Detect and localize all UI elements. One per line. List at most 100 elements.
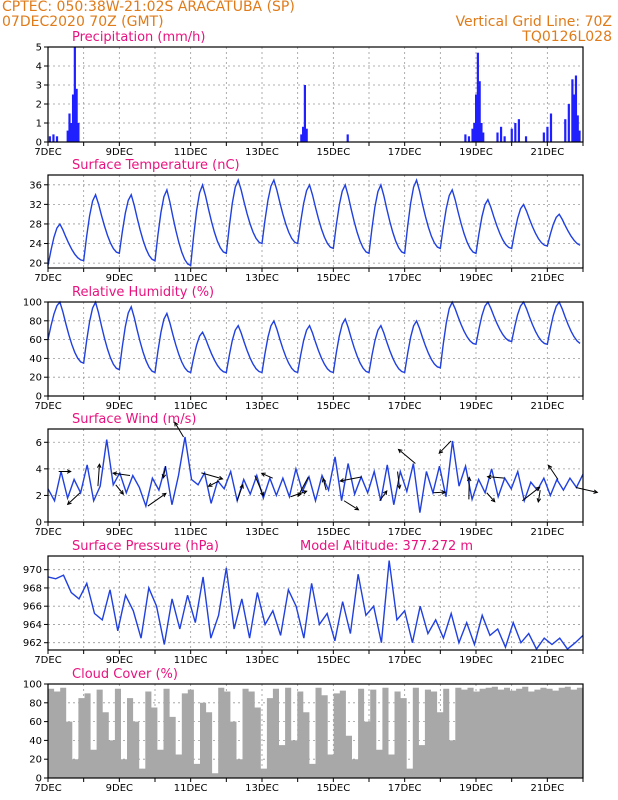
wind-xtick-label: 13DEC — [245, 527, 279, 538]
wind-wind-arrowhead — [354, 506, 360, 511]
wind-wind-arrow — [398, 449, 416, 464]
rh-xtick-label: 15DEC — [316, 401, 350, 412]
precip-xtick-label: 17DEC — [388, 147, 422, 158]
wind-wind-arrow — [254, 475, 264, 496]
precip-bar — [514, 123, 517, 142]
temp-panel: Surface Temperature (nC) 20 24 28 32 36 7DEC 9D… — [29, 158, 584, 284]
precip-xtick-label: 19DEC — [459, 147, 493, 158]
precip-bar — [77, 123, 80, 142]
wind-wind-arrowhead — [536, 498, 542, 504]
precip-bar — [517, 119, 520, 142]
precip-xtick-label: 15DEC — [316, 147, 350, 158]
cloud-panel: Cloud Cover (%) 0 20 40 60 80 100 7DEC 9DEC 11DEC… — [23, 667, 584, 794]
precip-bar — [549, 113, 553, 142]
wind-wind-arrow — [115, 484, 124, 495]
precip-bar — [464, 134, 467, 142]
precip-bar — [75, 88, 78, 142]
cloud-frame — [47, 683, 584, 779]
header-run-time: 07DEC2020 70Z (GMT) — [2, 14, 164, 30]
wind-wind-arrowhead — [339, 478, 345, 483]
precip-bar — [302, 126, 305, 142]
cloud-xtick-label: 21DEC — [530, 783, 564, 794]
rh-xtick-label: 7DEC — [34, 401, 61, 412]
wind-wind-arrowhead — [438, 449, 444, 454]
wind-wind-arrowhead — [66, 500, 72, 506]
precip-bar — [71, 94, 75, 142]
temp-ytick-label: 28 — [29, 219, 42, 230]
wind-wind-arrow — [236, 484, 244, 501]
wind-wind-arrowhead — [486, 474, 492, 480]
rh-ytick-label: 0 — [36, 392, 42, 403]
wind-wind-arrowhead — [161, 492, 167, 498]
cloud-xtick-label: 19DEC — [459, 783, 493, 794]
precip-bar — [503, 136, 506, 142]
wind-wind-arrowhead — [207, 482, 213, 487]
rh-title: Relative Humidity (%) — [72, 285, 214, 300]
precip-bar — [303, 85, 306, 142]
rh-series-line — [47, 300, 581, 374]
wind-wind-arrowhead — [260, 491, 265, 497]
wind-wind-arrow — [397, 471, 401, 489]
precip-bar — [70, 123, 73, 142]
wind-series-line — [47, 436, 584, 513]
precip-ytick-label: 1 — [36, 119, 42, 130]
precip-bar — [578, 130, 581, 142]
temp-xtick-label: 15DEC — [316, 273, 350, 284]
precip-bar — [476, 52, 479, 143]
precip-bar — [510, 128, 513, 142]
wind-wind-arrow — [438, 440, 452, 454]
wind-xtick-label: 17DEC — [388, 527, 422, 538]
wind-wind-arrowhead — [535, 486, 541, 492]
wind-wind-arrow — [379, 490, 388, 502]
header-station: CPTEC: 050:38W-21:02S ARACATUBA (SP) — [2, 0, 295, 15]
temp-ytick-label: 36 — [29, 180, 42, 191]
rh-panel: Relative Humidity (%) 0 20 40 60 80 100 7DEC 9DE… — [23, 285, 584, 412]
temp-xtick-label: 13DEC — [245, 273, 279, 284]
wind-wind-arrowhead — [466, 476, 472, 482]
wind-wind-arrowhead — [302, 490, 308, 495]
temp-series-line — [47, 177, 581, 267]
press-ytick-label: 962 — [23, 638, 42, 649]
wind-wind-arrowhead — [321, 477, 327, 483]
wind-xtick-label: 11DEC — [174, 527, 208, 538]
wind-wind-arrow — [113, 472, 131, 476]
wind-wind-arrow — [322, 478, 327, 491]
precip-ytick-label: 2 — [36, 100, 42, 111]
press-title: Surface Pressure (hPa) — [72, 539, 219, 554]
precip-bar — [571, 79, 574, 142]
wind-ytick-label: 0 — [36, 518, 42, 529]
wind-wind-arrow — [487, 476, 505, 479]
cloud-xtick-label: 9DEC — [106, 783, 133, 794]
press-xtick-label: 17DEC — [388, 655, 422, 666]
precip-bar — [68, 113, 71, 142]
press-ytick-label: 964 — [23, 620, 42, 631]
wind-xtick-label: 7DEC — [34, 527, 61, 538]
wind-ytick-label: 2 — [36, 491, 42, 502]
wind-wind-arrow — [537, 490, 541, 503]
press-panel: Surface Pressure (hPa) Model Altitude: 37… — [23, 539, 584, 666]
precip-bar — [573, 94, 576, 142]
rh-ytick-label: 80 — [29, 316, 42, 327]
temp-ytick-label: 24 — [29, 239, 42, 250]
precip-xtick-label: 21DEC — [530, 147, 564, 158]
press-xtick-label: 13DEC — [245, 655, 279, 666]
wind-xtick-label: 19DEC — [459, 527, 493, 538]
rh-ytick-label: 100 — [23, 298, 42, 309]
press-series-line — [47, 560, 584, 651]
wind-wind-arrowhead — [490, 497, 496, 503]
press-xtick-label: 11DEC — [174, 655, 208, 666]
wind-wind-arrow — [548, 465, 559, 480]
precip-xtick-label: 7DEC — [34, 147, 61, 158]
temp-xtick-label: 17DEC — [388, 273, 422, 284]
temp-ytick-label: 32 — [29, 200, 42, 211]
precip-bar — [542, 132, 545, 142]
cloud-title: Cloud Cover (%) — [72, 667, 178, 682]
cloud-ytick-label: 20 — [29, 755, 42, 766]
press-xtick-label: 21DEC — [530, 655, 564, 666]
wind-wind-arrowhead — [239, 483, 244, 489]
precip-bar — [471, 128, 474, 142]
rh-ytick-label: 40 — [29, 354, 42, 365]
wind-wind-arrow — [208, 480, 220, 487]
wind-frame — [47, 428, 584, 523]
wind-wind-arrow — [340, 476, 362, 482]
